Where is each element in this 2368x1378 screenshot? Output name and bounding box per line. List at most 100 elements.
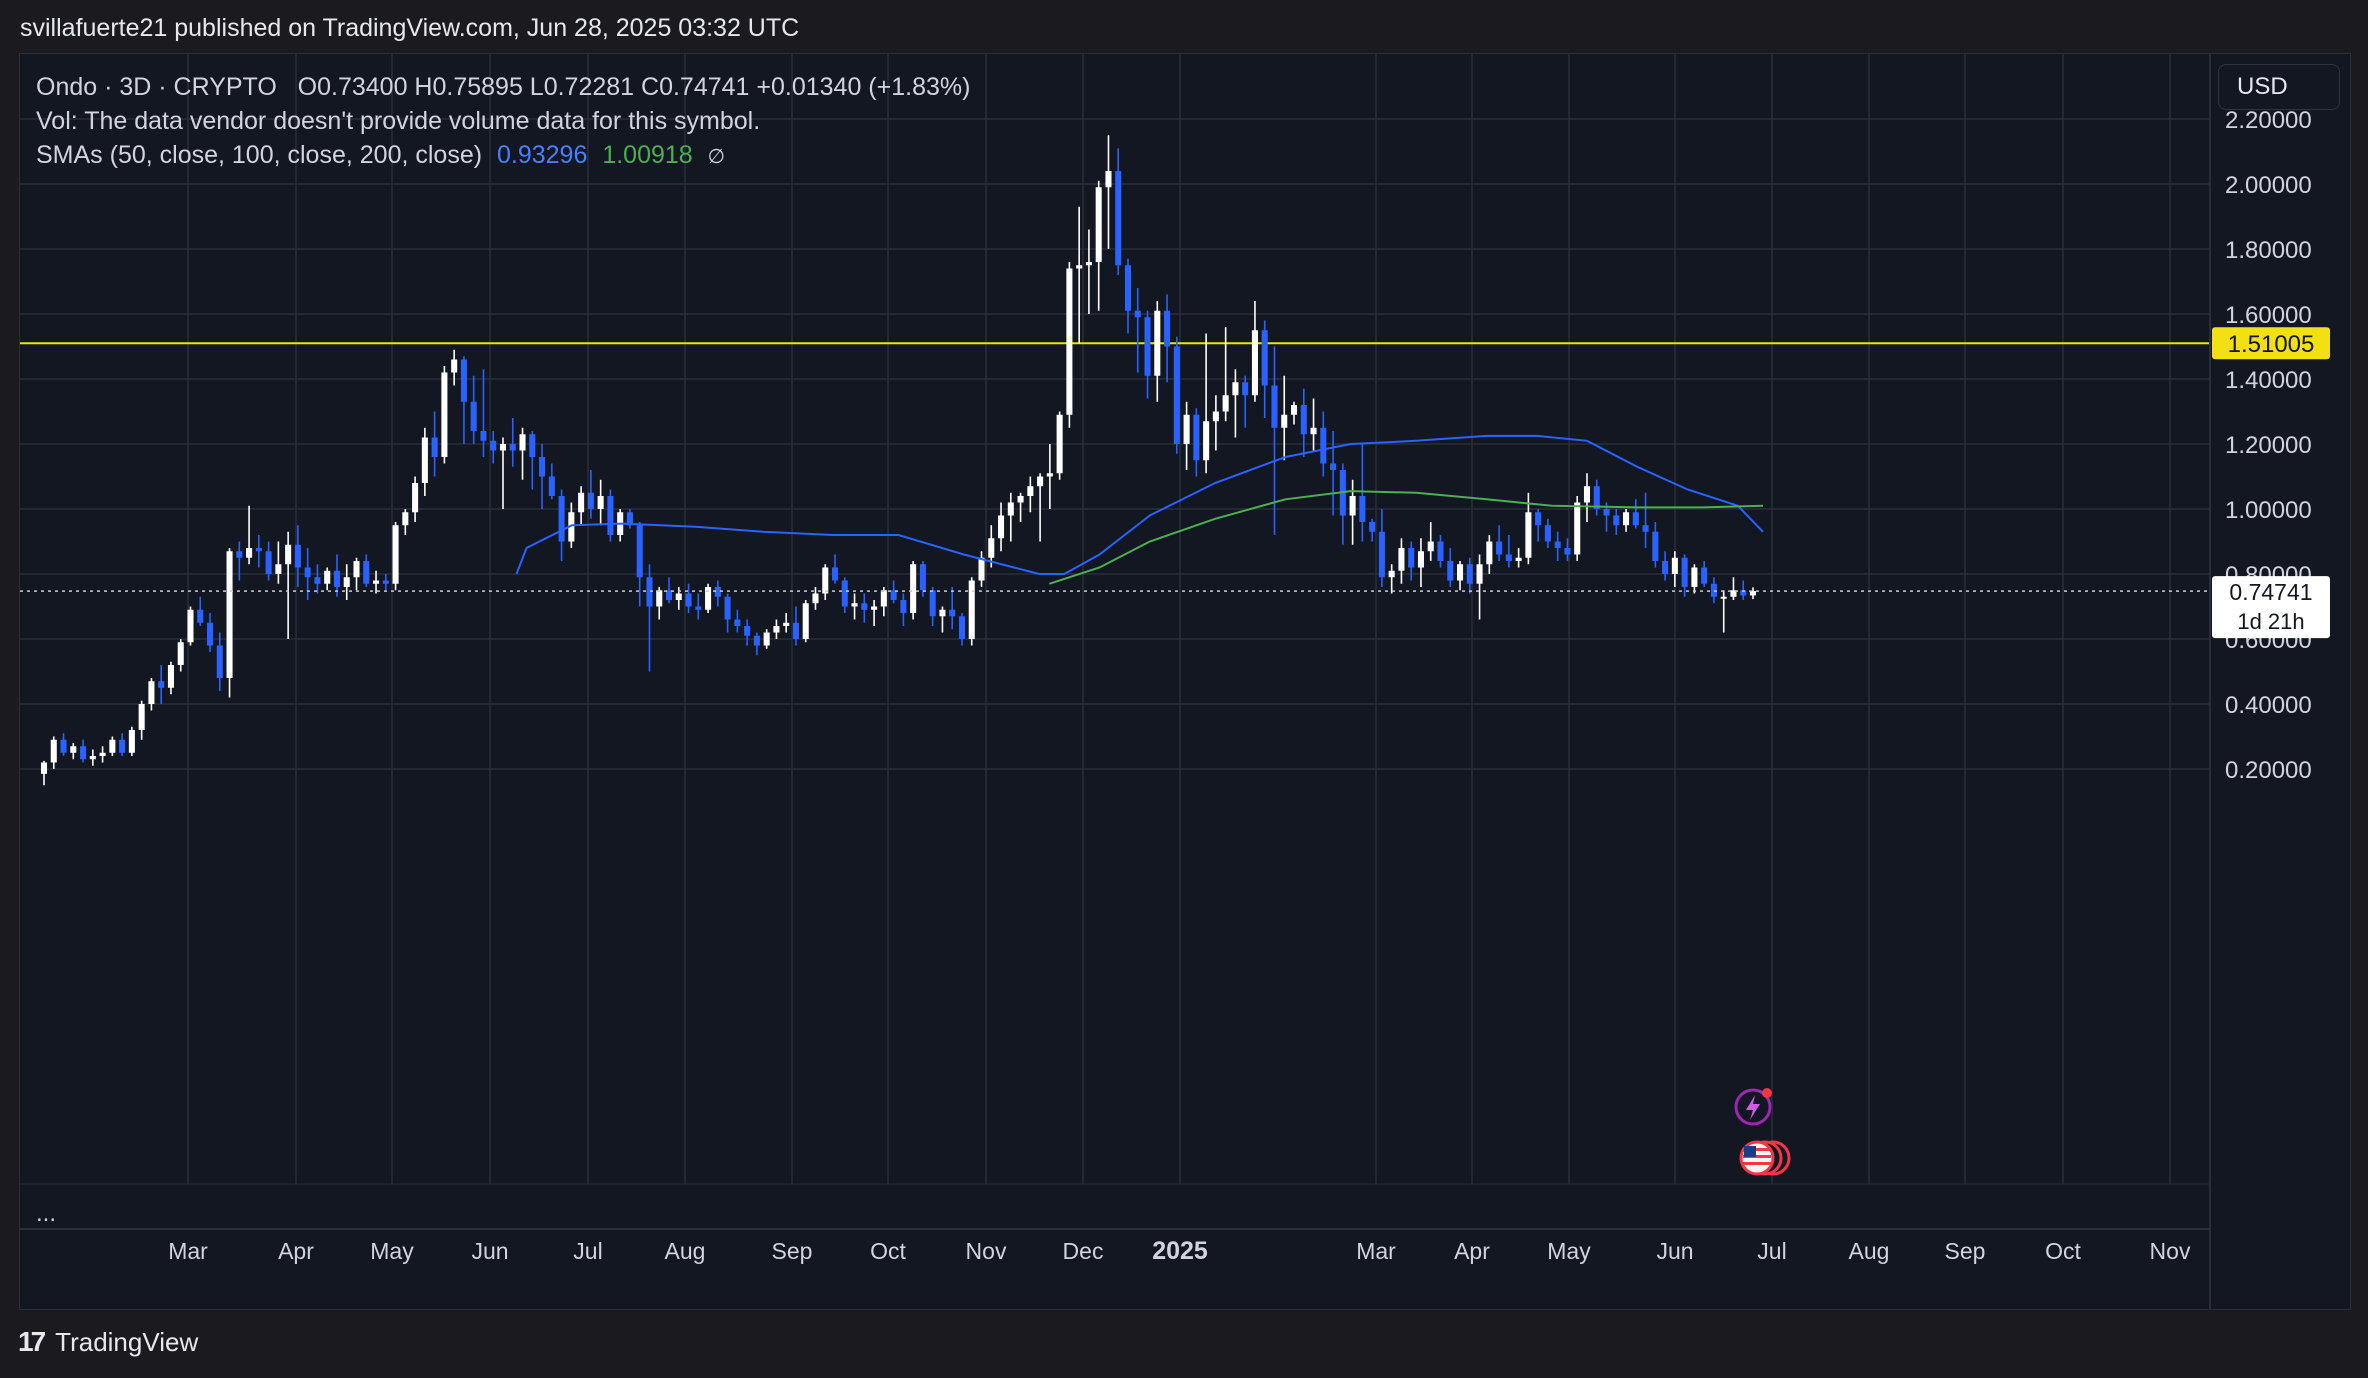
candle[interactable] [1398,538,1405,584]
candle[interactable] [285,531,292,639]
candle[interactable] [1388,564,1395,594]
candle[interactable] [929,587,936,626]
candle[interactable] [1046,444,1053,509]
candle[interactable] [1535,509,1542,542]
candle[interactable] [1417,538,1424,587]
candle[interactable] [665,577,673,604]
candle[interactable] [578,486,585,526]
candle[interactable] [294,525,301,587]
candle[interactable] [1290,401,1298,425]
candle[interactable] [1544,518,1551,548]
candle[interactable] [1056,411,1063,480]
candle[interactable] [343,564,350,600]
candle[interactable] [548,463,555,500]
candle[interactable] [255,535,262,568]
candle[interactable] [1466,557,1473,594]
candle[interactable] [636,522,643,607]
candle[interactable] [314,564,321,594]
candle[interactable] [1623,509,1630,532]
candle[interactable] [119,733,126,756]
tradingview-brand[interactable]: 17 TradingView [18,1326,198,1358]
more-indicators-ellipsis[interactable]: ... [36,1200,57,1227]
candle[interactable] [451,349,458,386]
candle[interactable] [1037,473,1044,542]
candle[interactable] [1505,535,1512,568]
candle[interactable] [1710,577,1717,604]
candle[interactable] [158,665,165,704]
candle[interactable] [363,554,370,588]
candle[interactable] [1427,522,1434,561]
candle[interactable] [1173,336,1180,454]
candle[interactable] [1564,538,1571,561]
candle[interactable] [958,613,966,646]
candle[interactable] [1691,564,1698,594]
candle[interactable] [1105,135,1112,249]
candle[interactable] [392,522,399,591]
candle[interactable] [177,639,184,672]
candle[interactable] [236,541,243,581]
candle[interactable] [509,418,516,467]
candle[interactable] [1164,294,1171,383]
candle[interactable] [1134,288,1141,373]
candle[interactable] [1525,492,1532,565]
candle[interactable] [1154,301,1161,402]
candle[interactable] [1203,333,1210,474]
candle[interactable] [597,479,604,526]
candle[interactable] [1583,473,1591,522]
candle[interactable] [1144,310,1151,399]
currency-button[interactable]: USD [2218,64,2340,110]
candle[interactable] [646,564,653,672]
candle[interactable] [246,505,253,565]
candle[interactable] [656,587,663,620]
candle[interactable] [1496,525,1503,561]
candle[interactable] [861,593,868,623]
candle[interactable] [470,375,477,444]
candle[interactable] [460,356,467,444]
sma-blue-line[interactable] [515,434,1764,575]
candle[interactable] [763,629,770,649]
candle[interactable] [480,369,487,457]
candle[interactable] [744,619,751,646]
legend-row-sma[interactable]: SMAs (50, close, 100, close, 200, close)… [36,138,970,172]
candle[interactable] [226,548,233,698]
event-markers[interactable] [1730,1086,1810,1176]
candle[interactable] [1613,509,1620,535]
candle[interactable] [529,431,536,490]
candle[interactable] [1632,499,1639,529]
hidden-eye-icon[interactable]: ∅ [707,146,726,168]
candle[interactable] [148,678,155,711]
candle[interactable] [910,561,917,620]
candle[interactable] [734,609,741,633]
candle[interactable] [324,567,331,591]
candle[interactable] [1242,375,1249,428]
candle[interactable] [197,596,204,626]
candle[interactable] [1554,531,1561,561]
candle[interactable] [206,613,214,652]
candle[interactable] [1515,548,1522,568]
candle[interactable] [1251,301,1258,402]
candle[interactable] [587,470,594,519]
candle[interactable] [685,583,692,613]
candle[interactable] [441,366,448,464]
candle[interactable] [880,587,887,617]
candle[interactable] [724,593,731,633]
candle[interactable] [1027,476,1034,513]
candle[interactable] [60,733,67,756]
candle[interactable] [1310,398,1317,451]
us-flag-event-icon[interactable] [1739,1140,1791,1176]
sma-green-line[interactable] [1048,490,1764,585]
candle[interactable] [1222,327,1229,422]
candle[interactable] [1730,577,1737,600]
candle[interactable] [99,746,106,763]
candle[interactable] [792,606,799,646]
candle[interactable] [919,561,926,597]
candle[interactable] [1300,388,1307,457]
candle[interactable] [412,476,419,523]
candle[interactable] [753,632,760,656]
candle[interactable] [1183,401,1190,470]
candle[interactable] [1447,548,1454,587]
candle[interactable] [1339,463,1346,545]
candle[interactable] [187,606,194,646]
candle[interactable] [1349,479,1356,545]
candle[interactable] [626,509,633,529]
